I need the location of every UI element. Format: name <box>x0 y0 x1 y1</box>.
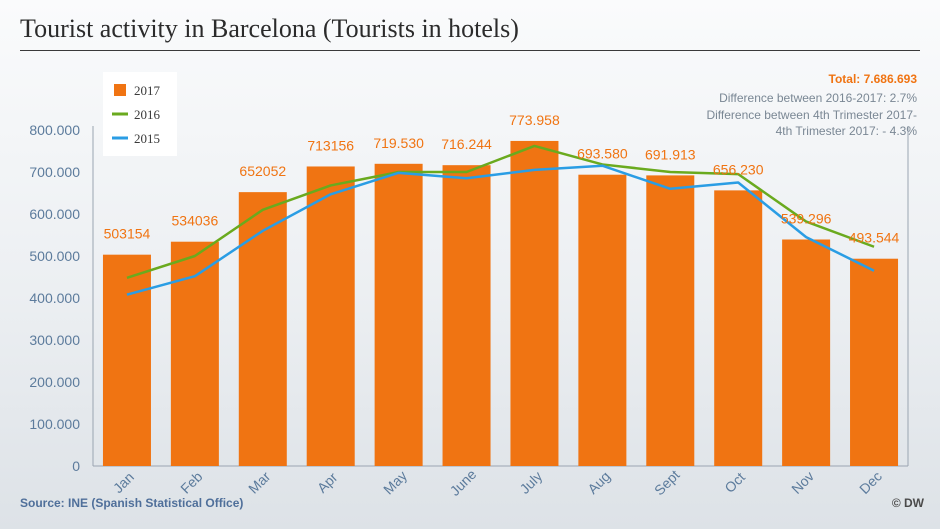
bar-value-label: 652052 <box>239 163 286 179</box>
y-tick-label: 400.000 <box>29 290 80 306</box>
y-tick-label: 800.000 <box>29 122 80 138</box>
legend: 2017 2016 2015 <box>103 72 177 156</box>
y-tick-label: 200.000 <box>29 374 80 390</box>
x-tick-label: June <box>447 466 480 499</box>
bar-value-label: 693.580 <box>577 146 628 162</box>
x-tick-label: Feb <box>177 468 206 497</box>
legend-label-2017: 2017 <box>134 83 161 98</box>
y-tick-label: 600.000 <box>29 206 80 222</box>
bar-2017-sept <box>646 175 695 466</box>
bar-series-2017 <box>102 140 899 467</box>
bar-2017-june <box>442 165 491 466</box>
bar-value-label: 719.530 <box>373 135 424 151</box>
bar-value-label: 773.958 <box>509 112 560 128</box>
y-axis: 0 100.000 200.000 300.000 400.000 500.000 600.… <box>29 122 80 474</box>
y-tick-label: 0 <box>72 458 80 474</box>
line-2015 <box>126 164 875 296</box>
title-divider <box>20 50 920 51</box>
bar-2017-oct <box>714 190 763 466</box>
plot-frame <box>92 126 909 467</box>
bar-2017-mar <box>238 192 287 466</box>
bar-2017-jan <box>102 254 151 466</box>
y-tick-label: 300.000 <box>29 332 80 348</box>
bar-value-label: 716.244 <box>441 136 492 152</box>
bar-2017-feb <box>170 241 219 466</box>
legend-label-2016: 2016 <box>134 107 161 122</box>
x-tick-label: Dec <box>856 468 885 497</box>
x-tick-label: Mar <box>245 468 274 497</box>
line-2016 <box>126 144 875 280</box>
x-tick-label: July <box>516 468 545 497</box>
bar-2017-aug <box>578 174 627 466</box>
bar-value-label: 503154 <box>104 226 151 242</box>
x-tick-label: Sept <box>651 467 683 499</box>
bar-value-labels: 503154 534036 652052 713156 719.530 716.244 77… <box>104 112 900 246</box>
bar-2017-apr <box>306 166 355 466</box>
x-tick-label: Jan <box>110 469 137 496</box>
x-axis: Jan Feb Mar Apr May June July Aug Sept Oct Nov Dec <box>110 466 885 499</box>
x-tick-label: Aug <box>584 468 613 497</box>
bar-2017-july <box>510 140 559 467</box>
x-tick-label: Nov <box>788 468 817 497</box>
legend-label-2015: 2015 <box>134 131 160 146</box>
difference-annotation-1: Difference between 2016-2017: 2.7% <box>719 91 917 105</box>
legend-swatch-2017 <box>114 84 126 96</box>
bar-value-label: 539.296 <box>781 210 832 226</box>
bar-value-label: 713156 <box>307 137 354 153</box>
difference-annotation-3: 4th Trimester 2017: - 4.3% <box>776 124 918 138</box>
source-note: Source: INE (Spanish Statistical Office) <box>20 496 244 510</box>
bar-2017-dec <box>850 258 899 466</box>
x-tick-label: Apr <box>314 469 341 496</box>
bar-value-label: 534036 <box>172 213 219 229</box>
bar-value-label: 493.544 <box>849 230 900 246</box>
line-series <box>126 144 875 296</box>
bar-2017-nov <box>782 239 831 466</box>
x-tick-label: Oct <box>721 469 748 496</box>
y-tick-label: 700.000 <box>29 164 80 180</box>
bar-2017-may <box>374 163 423 466</box>
bar-value-label: 656.230 <box>713 161 764 177</box>
annotations: Total: 7.686.693 Difference between 2016… <box>706 72 917 138</box>
y-tick-label: 100.000 <box>29 416 80 432</box>
chart-title: Tourist activity in Barcelona (Tourists … <box>20 14 519 43</box>
y-tick-label: 500.000 <box>29 248 80 264</box>
total-annotation: Total: 7.686.693 <box>829 72 918 86</box>
x-tick-label: May <box>380 467 410 497</box>
difference-annotation-2: Difference between 4th Trimester 2017- <box>706 108 917 122</box>
copyright-note: © DW <box>891 496 924 510</box>
bar-value-label: 691.913 <box>645 146 696 162</box>
